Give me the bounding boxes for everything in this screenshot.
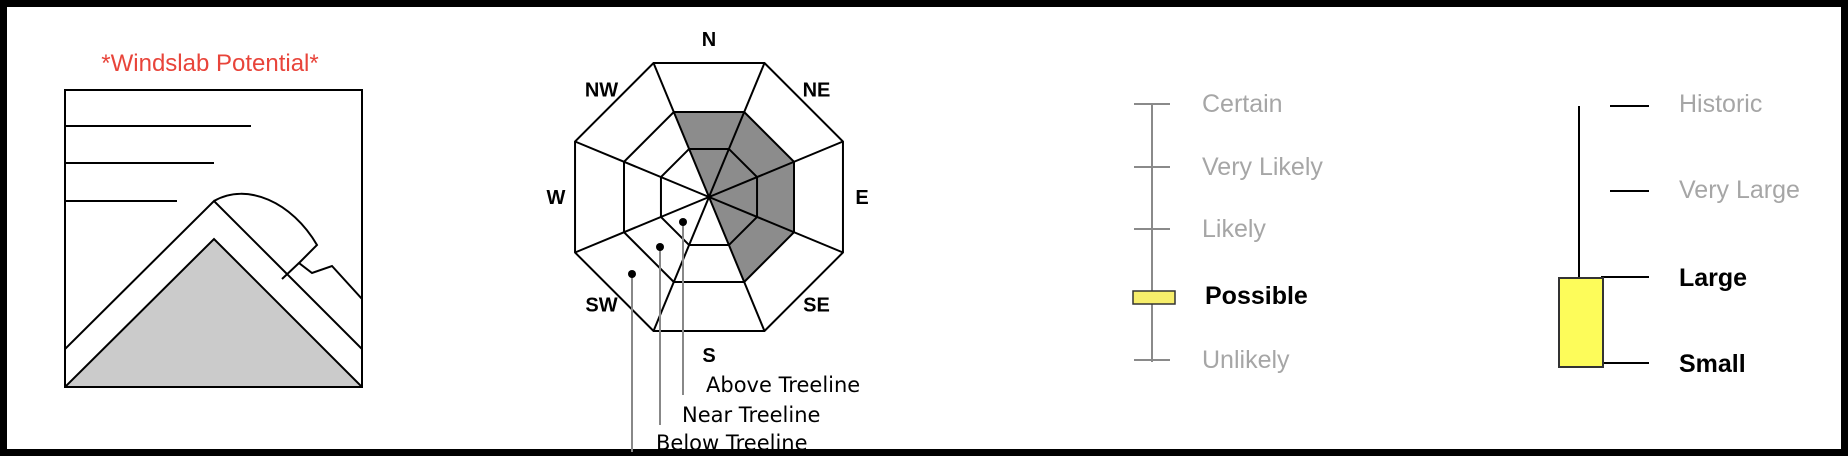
rose-spoke [652,196,710,332]
likelihood-marker [1132,290,1176,305]
size-level-large: Large [1679,264,1747,292]
size-level: Historic [1679,90,1762,118]
rose-spoke [708,196,766,332]
sector-above-e [709,177,758,217]
likelihood-selected: Possible [1205,282,1308,310]
likelihood-scale: Certain Very Likely Likely Possible Unli… [1132,90,1323,374]
problem-graphics: *Windslab Potential* N NE E SE S SW W NW Above … [64,29,1800,455]
size-level-small: Small [1679,350,1746,378]
aspect-label-nw: NW [585,80,618,102]
likelihood-level: Likely [1202,215,1266,243]
aspect-label-se: SE [803,294,830,316]
wind-slab-icon [64,89,363,388]
elevation-leaders [631,222,684,452]
aspect-label-sw: SW [585,294,617,316]
size-scale: Historic Very Large Large Small [1558,90,1800,378]
likelihood-level: Very Likely [1202,153,1323,181]
sector-above-ne [709,148,758,197]
rose-spoke [708,62,766,198]
rose-spoke [652,62,710,198]
sector-above-n [689,148,729,197]
aspect-elevation-rose: N NE E SE S SW W NW [547,29,869,367]
aspect-label-w: W [547,187,566,209]
sector-near-se [728,216,794,282]
sector-above-se [709,197,758,246]
likelihood-level: Unlikely [1202,346,1290,374]
sector-near-e [757,161,794,233]
sector-near-ne [728,112,794,178]
aspect-label-s: S [702,345,715,367]
sector-near-n [673,112,745,149]
highlighted-sectors [673,112,794,282]
rose-spoke [574,196,710,254]
near-treeline-dot [656,243,664,251]
below-treeline-dot [628,270,636,278]
likelihood-level: Certain [1202,90,1283,118]
aspect-label-ne: NE [803,80,831,102]
below-treeline-label: Below Treeline [656,431,808,455]
above-treeline-dot [679,218,687,226]
rose-spoke [574,140,710,198]
above-treeline-label: Above Treeline [706,373,860,397]
aspect-label-e: E [855,187,868,209]
rose-spoke [708,196,844,254]
size-level: Very Large [1679,176,1800,204]
near-treeline-label: Near Treeline [682,403,820,427]
problem-title: *Windslab Potential* [101,50,318,77]
size-range-bar [1558,277,1604,368]
rose-spoke [708,140,844,198]
aspect-label-n: N [702,29,716,51]
